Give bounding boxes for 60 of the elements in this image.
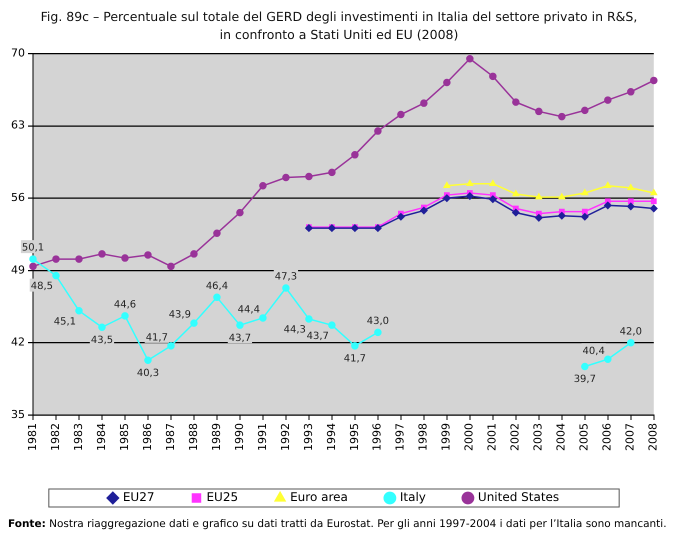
data-label: 45,1 <box>54 316 76 328</box>
x-tick-label: 1981 <box>26 423 39 452</box>
y-tick-label: 35 <box>10 408 25 421</box>
x-tick-label: 2004 <box>554 423 568 452</box>
data-label: 50,1 <box>22 242 44 254</box>
x-tick-label: 1983 <box>72 423 85 452</box>
x-tick-label: 2001 <box>486 423 499 452</box>
x-tick-label: 1985 <box>118 423 131 452</box>
x-tick-label: 1995 <box>348 423 361 452</box>
data-label: 44,6 <box>114 299 136 310</box>
x-tick-label: 1996 <box>370 423 384 452</box>
legend-label: Euro area <box>290 490 348 504</box>
x-tick-label: 1998 <box>416 423 430 452</box>
data-label: 41,7 <box>344 353 366 364</box>
chart-title: Fig. 89c – Percentuale sul totale del GERD degli investimenti in Italia del settore privato in R&S, in confronto a Stati Uniti ed EU (2008) <box>40 8 638 44</box>
x-tick-label: 2006 <box>600 423 614 452</box>
x-tick-label: 1993 <box>302 423 315 452</box>
x-tick-label: 1999 <box>440 423 453 452</box>
x-tick-label: 1989 <box>210 423 223 452</box>
x-tick-label: 1984 <box>94 423 108 452</box>
x-tick-label: 2007 <box>624 423 637 452</box>
y-tick-label: 63 <box>10 118 25 132</box>
data-label: 44,4 <box>238 304 260 316</box>
legend-label: EU27 <box>122 490 154 504</box>
x-tick-label: 2003 <box>532 423 545 452</box>
legend-label: EU25 <box>206 490 238 504</box>
x-tick-label: 1991 <box>256 423 269 452</box>
x-tick-label: 1990 <box>232 423 246 452</box>
x-tick-label: 1982 <box>48 423 62 452</box>
source-note: Fonte: Nostra riaggregazione dati e grafico su dati tratti da Eurostat. Per gli anni 1997-2004 i dati per l’Italia sono mancanti. <box>8 518 668 530</box>
data-label: 40,3 <box>136 368 160 379</box>
x-tick-label: 2008 <box>646 423 660 452</box>
data-label: 46,4 <box>206 280 228 292</box>
data-label: 43,7 <box>306 330 329 342</box>
data-label: 44,3 <box>284 324 306 336</box>
x-tick-label: 1986 <box>140 423 154 452</box>
data-label: 41,7 <box>146 332 168 344</box>
x-tick-label: 1994 <box>324 423 338 452</box>
data-label: 43,9 <box>168 310 191 321</box>
data-label: 43,7 <box>228 332 252 344</box>
y-tick-label: 42 <box>10 336 25 349</box>
y-tick-label: 70 <box>10 46 25 60</box>
y-tick-label: 49 <box>10 263 25 276</box>
x-tick-label: 2005 <box>578 423 591 452</box>
x-tick-label: 1997 <box>394 423 407 452</box>
x-tick-label: 1987 <box>164 423 177 452</box>
data-label: 39,7 <box>574 374 596 386</box>
data-label: 43,0 <box>366 316 390 327</box>
x-tick-label: 1988 <box>186 423 200 452</box>
x-tick-label: 2002 <box>508 423 522 452</box>
y-tick-label: 56 <box>10 191 25 204</box>
data-label: 42,0 <box>620 326 642 338</box>
data-label: 43,5 <box>90 334 114 346</box>
legend-label: Italy <box>400 490 426 504</box>
data-label: 47,3 <box>274 272 298 283</box>
x-tick-label: 2000 <box>462 423 476 452</box>
x-tick-label: 1992 <box>278 423 292 452</box>
data-label: 40,4 <box>582 346 605 357</box>
legend-label: United States <box>478 490 560 504</box>
data-label: 48,5 <box>30 281 53 292</box>
